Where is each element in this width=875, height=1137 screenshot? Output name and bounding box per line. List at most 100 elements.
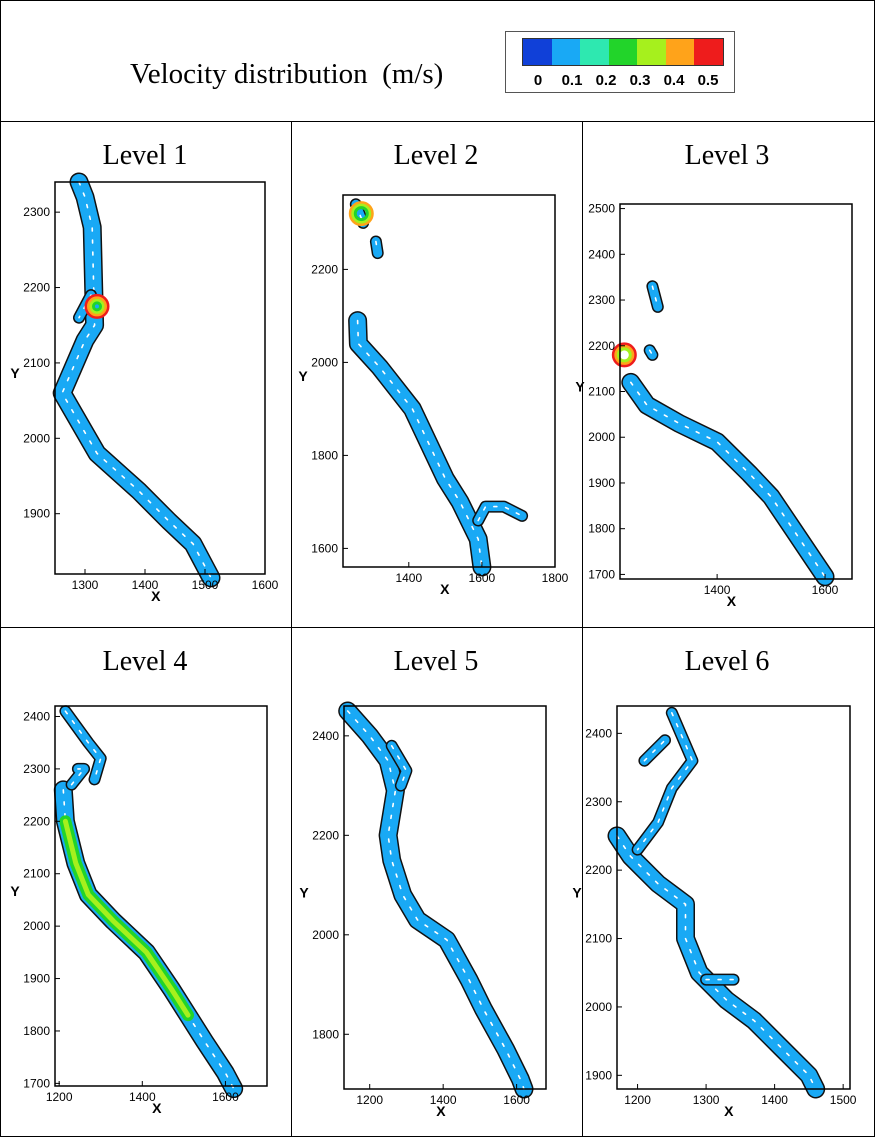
velocity-band-core bbox=[62, 818, 191, 1018]
river-island-marks bbox=[61, 181, 212, 579]
y-tick-label: 2300 bbox=[23, 205, 50, 219]
velocity-hotspot-ring bbox=[351, 203, 372, 224]
panel-title-level-3: Level 3 bbox=[684, 140, 770, 171]
x-tick-label: 1300 bbox=[72, 578, 99, 592]
y-tick-label: 2300 bbox=[588, 293, 615, 307]
legend-tick-labels: 0 0.1 0.2 0.3 0.4 0.5 bbox=[516, 72, 731, 90]
legend-swatch-6 bbox=[694, 39, 724, 65]
legend-swatch-4 bbox=[637, 39, 666, 65]
plot-area: 1200 1400 1600 1800 2000 2200 2400 X Y bbox=[299, 701, 547, 1119]
velocity-hotspot-ring bbox=[616, 347, 632, 363]
x-tick-label: 1200 bbox=[46, 1090, 73, 1104]
y-tick-label: 2100 bbox=[585, 932, 612, 946]
plot-level-6: 1200 1300 1400 1500 1900 2000 2100 2200 2300 2400… bbox=[572, 705, 857, 1119]
y-tick-label: 2400 bbox=[585, 726, 612, 740]
river-island-marks bbox=[643, 739, 666, 762]
y-tick-label: 2100 bbox=[588, 385, 615, 399]
river-island-marks bbox=[70, 768, 86, 786]
color-legend: 0 0.1 0.2 0.3 0.4 0.5 bbox=[505, 31, 735, 93]
y-tick-label: 2200 bbox=[311, 262, 338, 276]
x-tick-label: 1500 bbox=[192, 578, 219, 592]
river-island-marks bbox=[477, 505, 523, 522]
river-channel bbox=[622, 374, 833, 585]
y-tick-label: 2200 bbox=[312, 828, 339, 842]
col-divider-2 bbox=[582, 121, 583, 1137]
plot-area: 1400 1600 1800 1600 1800 2000 2200 X Y bbox=[298, 194, 569, 597]
y-tick-label: 2000 bbox=[588, 430, 615, 444]
velocity-hotspot-ring bbox=[614, 344, 635, 365]
y-tick-label: 2200 bbox=[23, 281, 50, 295]
y-tick-label: 2300 bbox=[23, 762, 50, 776]
x-tick-label: 1400 bbox=[430, 1093, 457, 1107]
panel-title-level-2: Level 2 bbox=[393, 140, 479, 171]
x-tick-label: 1400 bbox=[132, 578, 159, 592]
y-tick-label: 2000 bbox=[311, 355, 338, 369]
y-tick-label: 2400 bbox=[588, 247, 615, 261]
y-tick-label: 1700 bbox=[23, 1076, 50, 1090]
river-island-marks bbox=[616, 835, 817, 1090]
panel-title-level-4: Level 4 bbox=[102, 646, 188, 677]
legend-swatch-1 bbox=[551, 39, 581, 65]
velocity-hotspot-ring bbox=[84, 293, 110, 319]
y-tick-label: 1800 bbox=[23, 1024, 50, 1038]
plot-level-5: 1200 1400 1600 1800 2000 2200 2400 X Y bbox=[299, 701, 547, 1119]
legend-tick-label: 0.3 bbox=[629, 72, 651, 89]
river-island-marks bbox=[375, 240, 379, 254]
x-tick-label: 1500 bbox=[830, 1093, 857, 1107]
x-tick-label: 1400 bbox=[704, 583, 731, 597]
y-tick-label: 2400 bbox=[23, 709, 50, 723]
river-island-marks bbox=[648, 349, 654, 356]
legend-tick-label: 0 bbox=[533, 72, 543, 89]
x-tick-label: 1400 bbox=[129, 1090, 156, 1104]
velocity-hotspot-ring bbox=[87, 296, 107, 317]
plot-level-2: 1400 1600 1800 1600 1800 2000 2200 X Y bbox=[298, 194, 569, 597]
x-tick-label: 1600 bbox=[812, 583, 839, 597]
legend-tick-label: 0.2 bbox=[595, 72, 617, 89]
y-tick-label: 2400 bbox=[312, 729, 339, 743]
y-tick-label: 1900 bbox=[23, 507, 50, 521]
x-tick-label: 1200 bbox=[356, 1093, 383, 1107]
y-tick-label: 2000 bbox=[312, 928, 339, 942]
plot-frame bbox=[54, 181, 266, 575]
river-island-marks bbox=[636, 712, 694, 851]
river-outline bbox=[52, 172, 221, 588]
x-tick-label: 1400 bbox=[395, 571, 422, 585]
panel-title-level-5: Level 5 bbox=[393, 646, 479, 677]
y-axis-label: Y bbox=[10, 883, 20, 899]
river-island-marks bbox=[64, 710, 102, 781]
y-axis-label: Y bbox=[299, 885, 309, 901]
plot-frame bbox=[616, 705, 851, 1090]
velocity-hotspot-ring bbox=[348, 201, 374, 227]
x-axis-label: X bbox=[727, 593, 737, 609]
plot-level-3: 1400 1600 1700 1800 1900 2000 2100 2200 2300 2400… bbox=[575, 202, 853, 609]
y-tick-label: 2000 bbox=[23, 431, 50, 445]
plot-level-4: 1200 1400 1600 1700 1800 1900 2000 2100 2200 2300… bbox=[10, 705, 268, 1116]
x-tick-label: 1600 bbox=[469, 571, 496, 585]
x-axis-label: X bbox=[724, 1103, 734, 1119]
y-tick-label: 2000 bbox=[585, 1000, 612, 1014]
y-tick-label: 1900 bbox=[588, 476, 615, 490]
x-axis-label: X bbox=[151, 588, 161, 604]
plot-area: 1300 1400 1500 1600 1900 2000 2100 2200 2300 X Y bbox=[10, 172, 279, 604]
row-divider bbox=[0, 627, 875, 628]
y-axis-label: Y bbox=[572, 885, 582, 901]
y-axis-label: Y bbox=[575, 379, 585, 395]
y-tick-label: 1800 bbox=[588, 522, 615, 536]
velocity-hotspot-ring bbox=[611, 342, 637, 368]
legend-tick-label: 0.1 bbox=[561, 72, 583, 89]
plot-area: 1400 1600 1700 1800 1900 2000 2100 2200 2300 2400… bbox=[575, 202, 853, 609]
y-tick-label: 1700 bbox=[588, 567, 615, 581]
plot-level-1: 1300 1400 1500 1600 1900 2000 2100 2200 2300 X Y bbox=[10, 172, 279, 604]
y-tick-label: 1600 bbox=[311, 541, 338, 555]
velocity-hotspot-ring bbox=[92, 301, 102, 312]
y-tick-label: 2100 bbox=[23, 867, 50, 881]
x-axis-label: X bbox=[436, 1103, 446, 1119]
plot-frame bbox=[54, 705, 268, 1087]
panel-title-level-6: Level 6 bbox=[684, 646, 770, 677]
x-tick-label: 1600 bbox=[212, 1090, 239, 1104]
x-tick-label: 1200 bbox=[624, 1093, 651, 1107]
y-tick-label: 2300 bbox=[585, 795, 612, 809]
plot-frame bbox=[342, 194, 556, 568]
river-island-marks bbox=[390, 745, 408, 787]
velocity-hotspot-ring bbox=[353, 206, 369, 222]
